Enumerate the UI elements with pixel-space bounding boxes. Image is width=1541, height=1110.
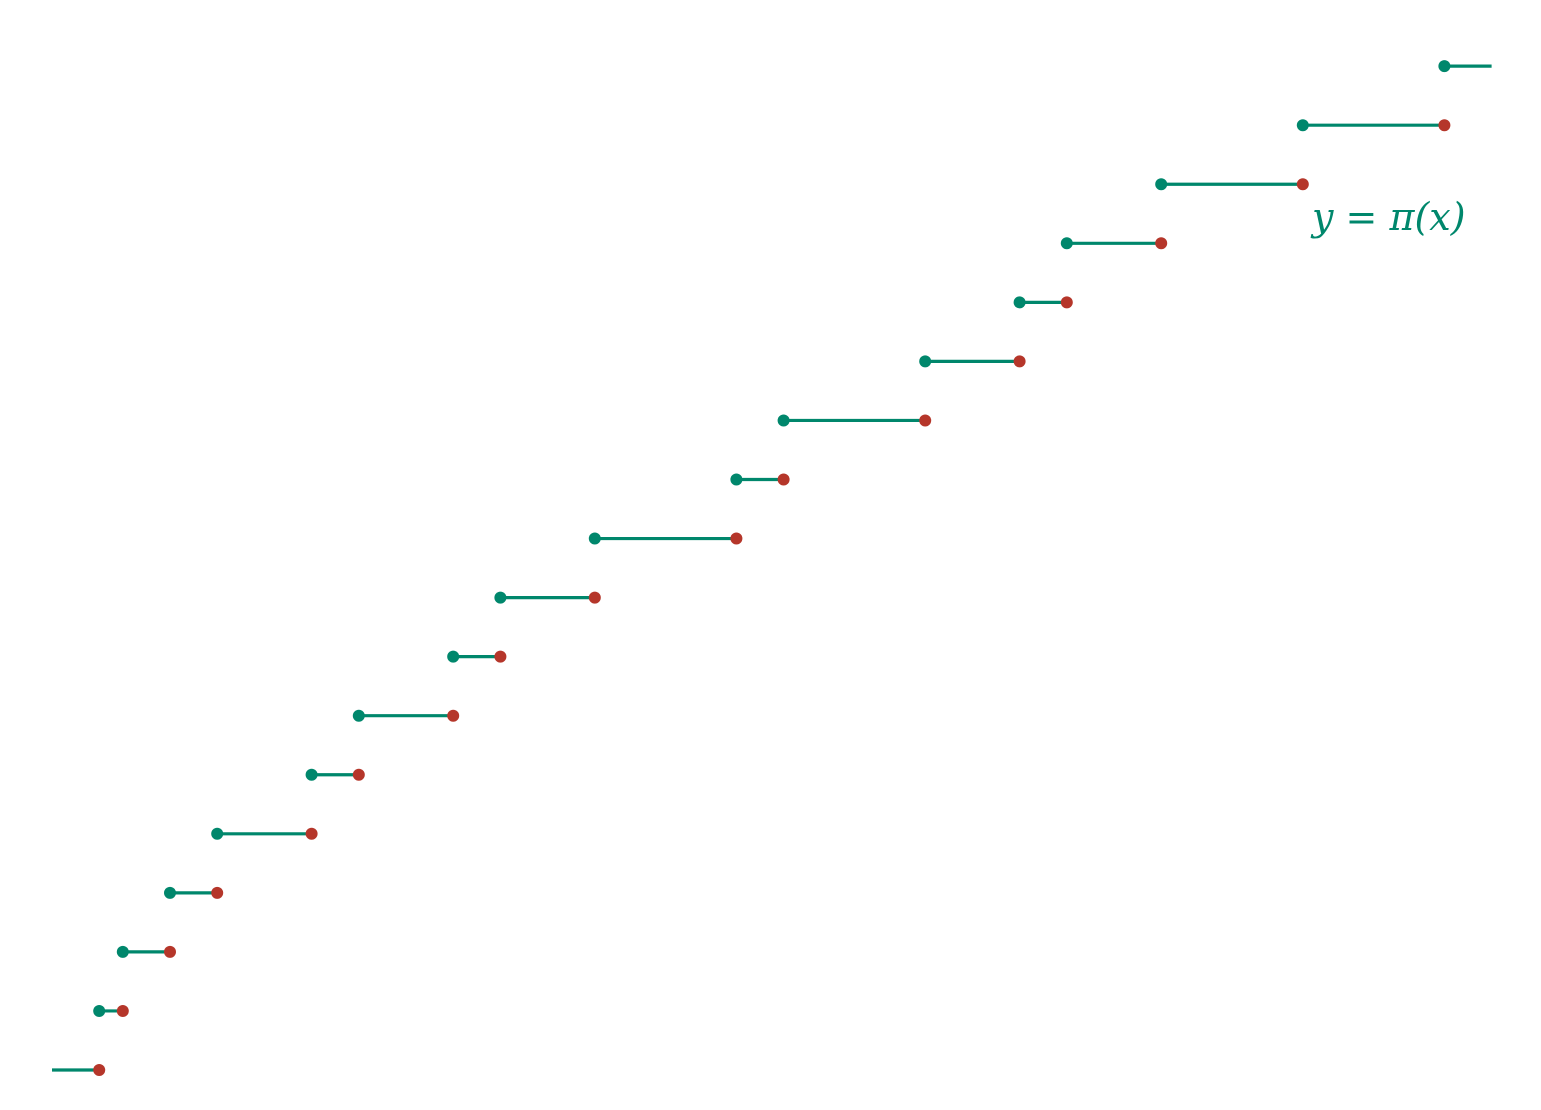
closed-point-15 xyxy=(1155,178,1168,191)
closed-point-10 xyxy=(730,473,743,486)
open-point-3 xyxy=(211,886,224,899)
open-point-12 xyxy=(1013,355,1026,368)
closed-point-3 xyxy=(164,886,176,899)
open-point-14 xyxy=(1155,237,1168,250)
closed-point-1 xyxy=(93,1004,106,1017)
open-point-9 xyxy=(730,532,743,545)
closed-point-17 xyxy=(1438,60,1451,73)
closed-point-9 xyxy=(588,532,601,545)
steps-layer xyxy=(52,64,1492,1072)
open-point-15 xyxy=(1296,178,1309,191)
closed-point-8 xyxy=(494,591,507,604)
points-layer xyxy=(93,60,1451,1076)
open-point-2 xyxy=(164,945,176,958)
open-point-5 xyxy=(352,768,365,781)
closed-point-13 xyxy=(1013,296,1026,309)
open-point-0 xyxy=(93,1064,106,1076)
closed-point-6 xyxy=(352,709,365,722)
closed-point-4 xyxy=(211,827,224,840)
open-point-13 xyxy=(1060,296,1073,309)
open-point-11 xyxy=(919,414,932,427)
closed-point-2 xyxy=(116,945,129,958)
closed-point-12 xyxy=(919,355,932,368)
open-point-16 xyxy=(1438,119,1451,132)
closed-point-5 xyxy=(305,768,318,781)
closed-point-16 xyxy=(1296,119,1309,132)
open-point-8 xyxy=(588,591,601,604)
function-label: y = π(x) xyxy=(1310,195,1466,239)
closed-point-11 xyxy=(777,414,790,427)
open-point-1 xyxy=(116,1004,129,1017)
open-point-6 xyxy=(447,709,460,722)
closed-point-7 xyxy=(447,650,460,663)
open-point-4 xyxy=(305,827,318,840)
open-point-10 xyxy=(777,473,790,486)
closed-point-14 xyxy=(1060,237,1073,250)
open-point-7 xyxy=(494,650,507,663)
